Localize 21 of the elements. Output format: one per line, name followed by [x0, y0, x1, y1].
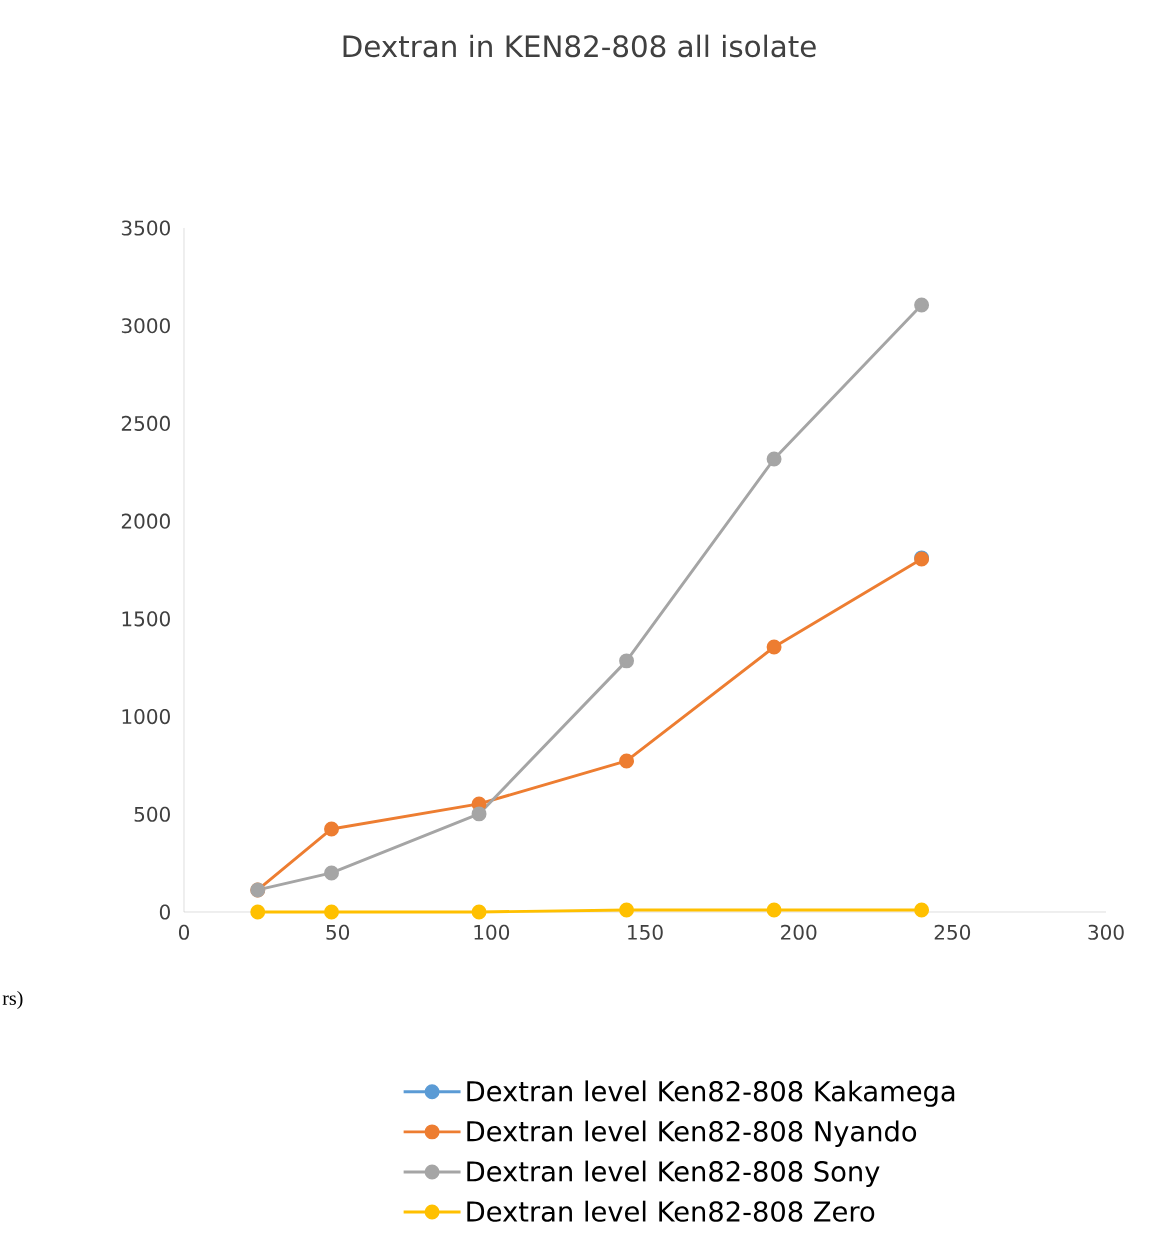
- y-tick-label: 1000: [122, 709, 170, 725]
- x-tick-label: 100: [474, 924, 510, 940]
- y-tick-label: 2500: [121, 415, 170, 431]
- y-tick-label: 2000: [121, 513, 170, 529]
- x-tick-label: 300: [1088, 924, 1124, 940]
- x-tick-label: 50: [326, 924, 350, 940]
- y-tick-label: 3500: [121, 220, 170, 236]
- x-tick-label: 200: [781, 924, 817, 940]
- legend-label: Dextran level Ken82-808 Zero: [467, 1200, 875, 1222]
- text: rs): [2, 990, 23, 1010]
- x-tick-label: 250: [934, 924, 971, 940]
- y-tick-label: 1500: [122, 611, 170, 627]
- chart-title: Dextran in KEN82-808 all isolate: [343, 34, 816, 58]
- y-tick-label: 500: [134, 806, 170, 822]
- legend-label: Dextran level Ken82-808 Nyando: [467, 1120, 917, 1147]
- legend-label: Dextran level Ken82-808 Sony: [467, 1160, 880, 1188]
- y-tick-label: 3000: [121, 318, 170, 334]
- x-tick-label: 150: [628, 924, 663, 940]
- y-tick-label: 0: [159, 904, 170, 920]
- legend-label: Dextran level Ken82-808 Kakamega: [467, 1080, 955, 1107]
- x-tick-label: 0: [178, 924, 190, 940]
